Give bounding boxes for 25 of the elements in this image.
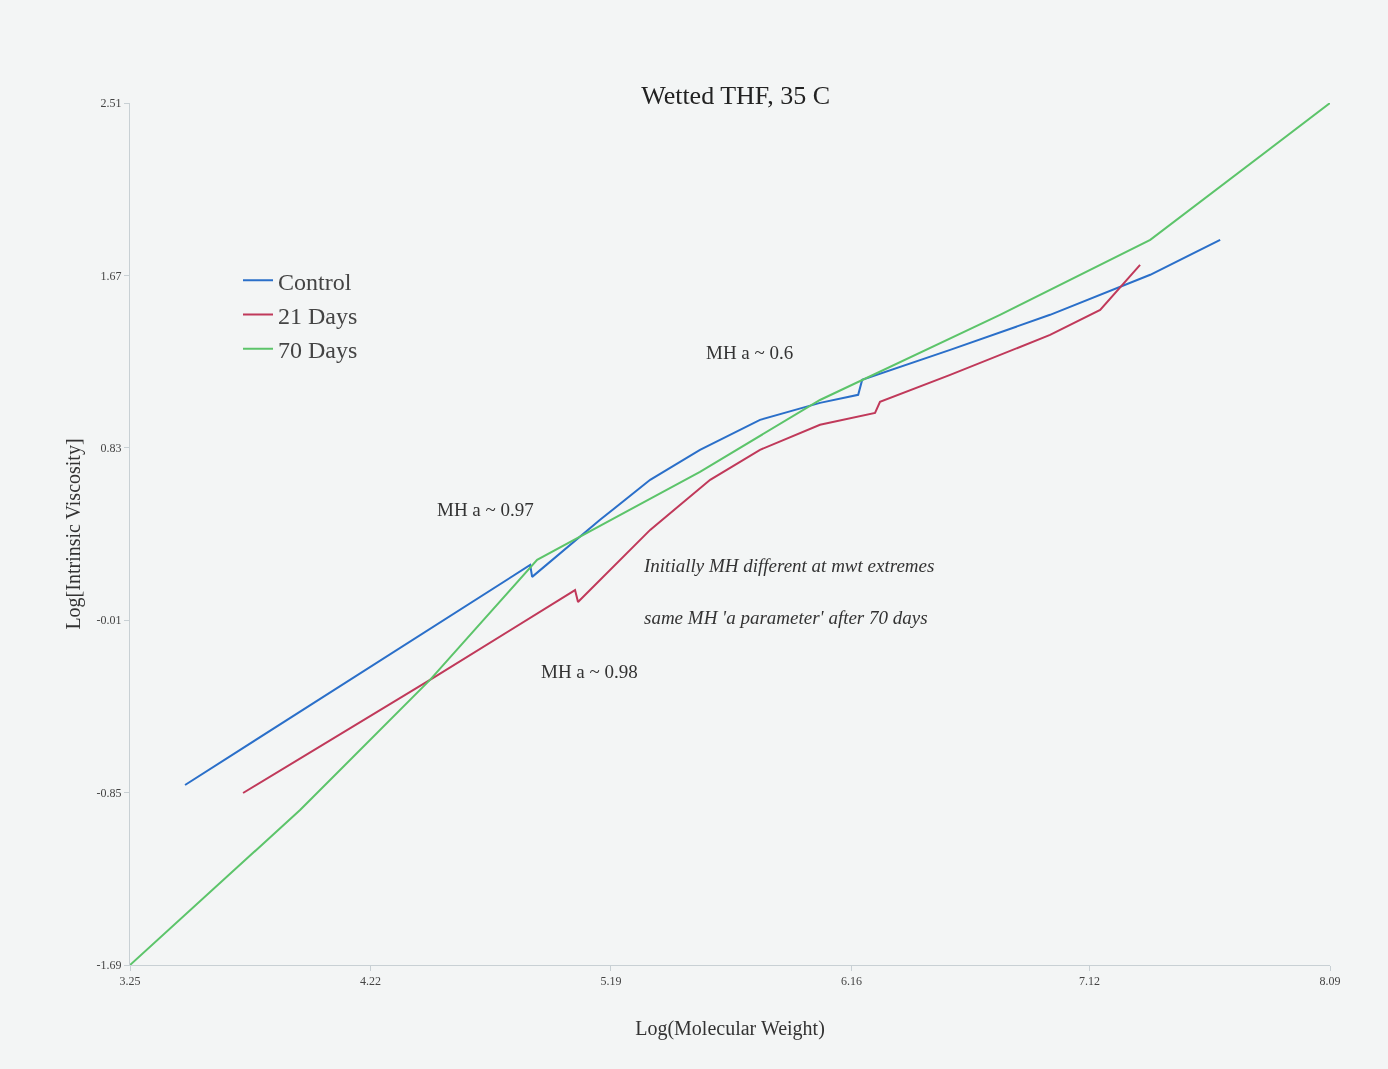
y-tick-label: -0.85 <box>96 785 122 800</box>
x-tick-label: 5.19 <box>600 974 622 989</box>
chart-title: Wetted THF, 35 C <box>641 80 831 110</box>
annotation: same MH 'a parameter' after 70 days <box>644 607 928 628</box>
x-tick-label: 7.12 <box>1079 974 1100 989</box>
x-tick-label: 6.16 <box>840 974 862 989</box>
annotation: MH a ~ 0.98 <box>541 661 638 682</box>
y-tick-label: 0.83 <box>100 441 122 455</box>
legend-label: Control <box>278 268 352 295</box>
y-tick-label: 1.67 <box>100 268 122 283</box>
x-axis-title: Log(Molecular Weight) <box>635 1017 825 1040</box>
annotation: MH a ~ 0.97 <box>437 499 534 520</box>
legend-label: 21 Days <box>278 302 358 329</box>
y-axis-title: Log[Intrinsic Viscosity] <box>62 438 85 630</box>
legend-label: 70 Days <box>278 337 358 364</box>
y-tick-label: -1.69 <box>96 958 122 973</box>
line-series <box>184 238 1222 787</box>
annotation: Initially MH different at mwt extremes <box>643 555 935 576</box>
x-tick-label: 3.25 <box>119 974 141 989</box>
y-tick-label: 2.51 <box>100 96 122 111</box>
y-tick-label: -0.01 <box>96 613 122 628</box>
x-tick-label: 8.09 <box>1319 974 1341 989</box>
annotation: MH a ~ 0.6 <box>706 342 794 363</box>
line-series <box>242 263 1142 795</box>
x-tick-label: 4.22 <box>360 974 381 989</box>
